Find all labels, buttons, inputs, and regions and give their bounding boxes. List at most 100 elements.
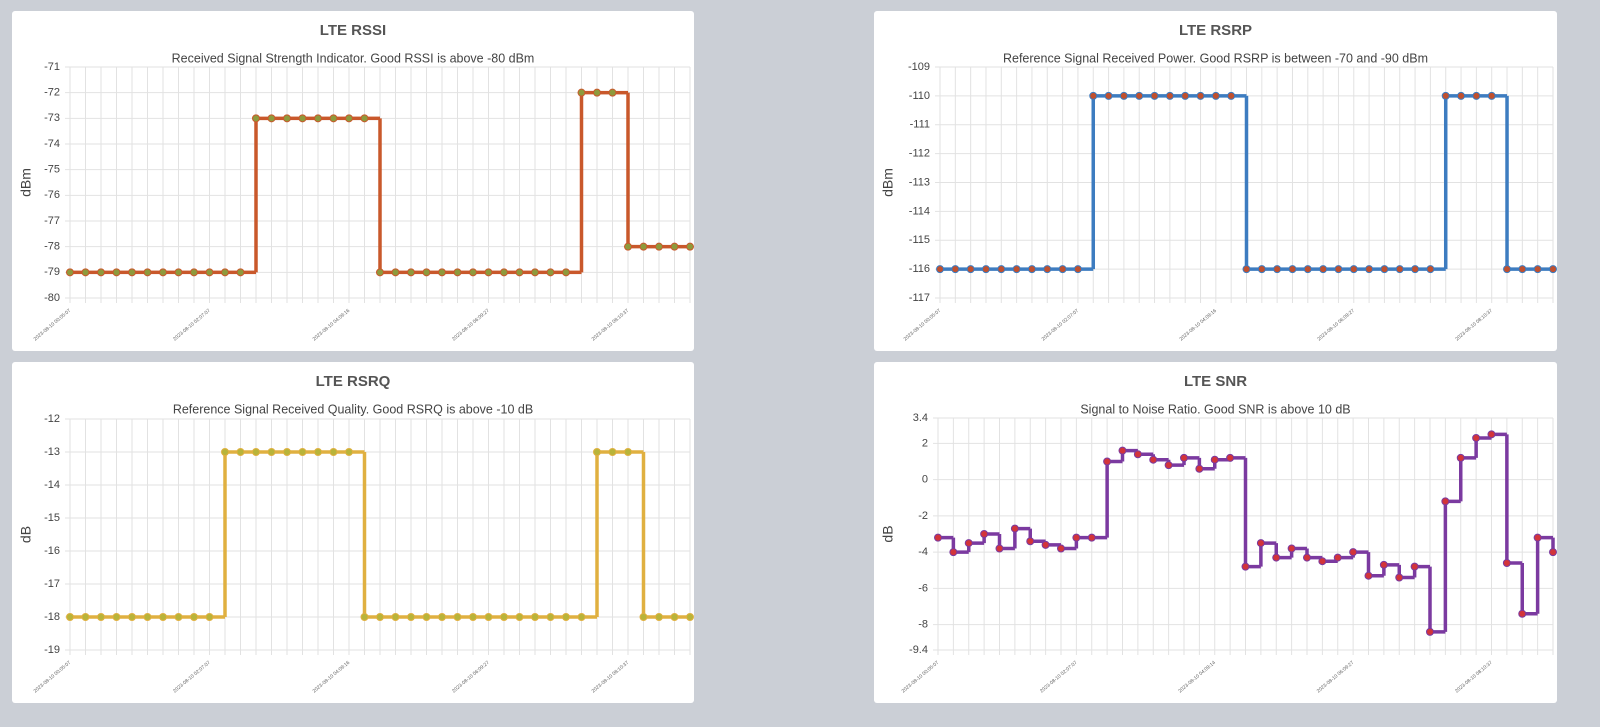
y-tick-label: -75 (44, 164, 60, 176)
point (252, 448, 260, 456)
y-tick-label: 2 (922, 437, 928, 449)
point (639, 613, 648, 621)
y-axis-label: dB (18, 526, 34, 543)
y-tick-label: -73 (44, 112, 60, 124)
point (997, 265, 1006, 274)
point (966, 265, 975, 274)
point (190, 268, 198, 277)
point (143, 613, 152, 621)
point (174, 268, 183, 277)
point (1533, 533, 1542, 542)
point (438, 268, 446, 277)
point (1210, 455, 1219, 464)
y-tick-label: -71 (44, 61, 60, 73)
point (236, 448, 245, 456)
point (500, 613, 508, 621)
point (1518, 609, 1527, 618)
point (1072, 533, 1081, 542)
point (1089, 91, 1098, 100)
y-axis-label: dBm (18, 168, 34, 197)
point (577, 613, 586, 621)
point (1411, 265, 1420, 274)
y-tick-label: -109 (908, 61, 930, 73)
point (1472, 91, 1481, 100)
point (221, 268, 229, 277)
point (1181, 91, 1190, 100)
point (422, 268, 431, 277)
y-tick-label: -6 (918, 582, 928, 594)
y-axis-label: dB (880, 525, 896, 542)
y-tick-label: -79 (44, 266, 60, 278)
point (1058, 265, 1067, 274)
point (670, 613, 679, 621)
point (422, 613, 431, 621)
point (1395, 265, 1404, 274)
chart-title: LTE RSSI (320, 22, 386, 39)
y-tick-label: -74 (44, 138, 60, 150)
point (298, 448, 307, 456)
point (981, 265, 990, 274)
point (283, 448, 291, 456)
point (686, 613, 694, 621)
point (1164, 461, 1173, 470)
y-tick-label: -115 (909, 234, 930, 246)
point (252, 114, 260, 123)
chart-title: LTE RSRQ (316, 373, 391, 390)
point (329, 448, 338, 456)
point (81, 613, 90, 621)
point (562, 268, 570, 277)
point (190, 613, 198, 621)
point (1226, 453, 1235, 462)
point (97, 268, 105, 277)
y-tick-label: -113 (909, 176, 930, 188)
point (1364, 571, 1373, 580)
y-tick-label: -12 (44, 413, 60, 425)
point (314, 114, 322, 123)
point (562, 613, 570, 621)
y-tick-label: -78 (44, 241, 60, 253)
chart-subtitle: Reference Signal Received Quality. Good … (173, 402, 533, 416)
y-tick-label: -114 (909, 205, 930, 217)
y-tick-label: -9.4 (909, 644, 928, 656)
point (453, 613, 462, 621)
point (221, 448, 229, 456)
y-tick-label: -4 (918, 546, 928, 558)
point (484, 613, 493, 621)
point (1503, 265, 1512, 274)
point (314, 448, 322, 456)
panel (12, 11, 694, 351)
point (531, 268, 539, 277)
point (1180, 453, 1188, 462)
point (1211, 91, 1220, 100)
point (593, 448, 601, 456)
point (1227, 91, 1236, 100)
y-tick-label: -112 (909, 148, 930, 160)
point (1379, 560, 1388, 569)
chart-title: LTE SNR (1184, 373, 1247, 390)
point (624, 242, 632, 251)
point (1149, 455, 1158, 464)
point (1195, 464, 1204, 473)
point (267, 114, 276, 123)
point (360, 114, 369, 123)
point (655, 613, 663, 621)
point (515, 268, 524, 277)
point (1441, 497, 1450, 506)
y-tick-label: -76 (44, 189, 60, 201)
point (1318, 557, 1327, 566)
point (500, 268, 508, 277)
point (1256, 539, 1265, 548)
point (128, 268, 136, 277)
point (1165, 91, 1174, 100)
chart-title: LTE RSRP (1179, 22, 1252, 39)
point (469, 613, 477, 621)
point (949, 548, 958, 557)
chart-subtitle: Received Signal Strength Indicator. Good… (172, 51, 535, 65)
point (376, 268, 384, 277)
point (81, 268, 90, 277)
point (995, 544, 1004, 553)
point (1333, 553, 1342, 562)
y-tick-label: 0 (922, 474, 928, 486)
